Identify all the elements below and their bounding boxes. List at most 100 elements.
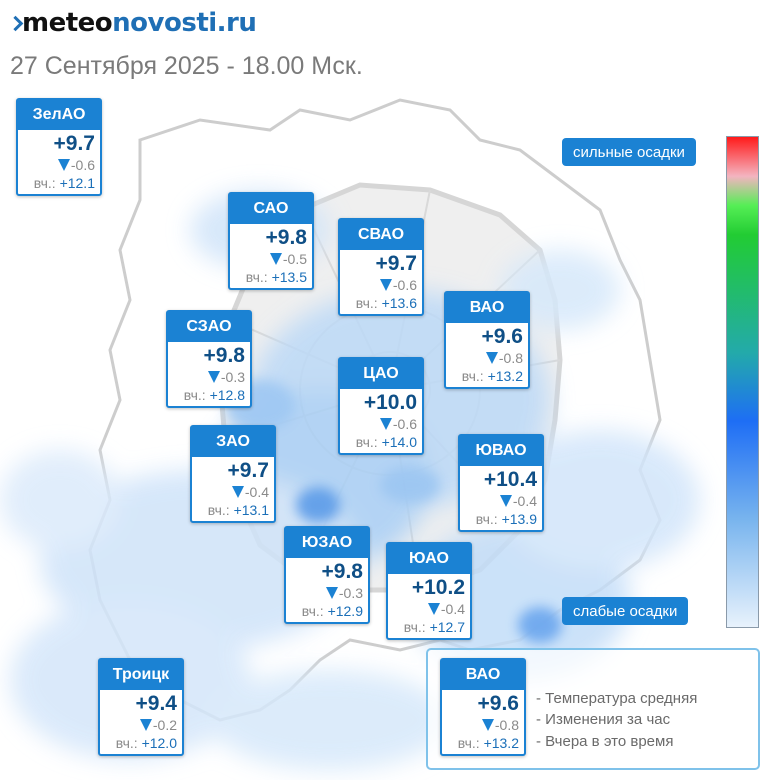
district-hourly-change: -0.4 xyxy=(460,492,542,510)
site-logo: meteonovosti.ru xyxy=(10,6,257,40)
district-name: ЗАО xyxy=(192,427,274,457)
district-temperature: +9.4 xyxy=(135,692,177,715)
district-name: СВАО xyxy=(340,220,422,250)
down-triangle-icon xyxy=(139,719,152,731)
delta-value: -0.6 xyxy=(70,157,95,173)
delta-value: -0.4 xyxy=(440,601,465,617)
down-triangle-icon xyxy=(325,587,338,599)
district-temperature: +9.7 xyxy=(227,459,269,482)
yesterday-value: +12.9 xyxy=(327,603,363,619)
legend-sample-card: ВАО +9.6 -0.8 вч.: +13.2 xyxy=(440,658,526,756)
delta-value: -0.6 xyxy=(392,416,417,432)
district-temperature: +9.8 xyxy=(203,344,245,367)
down-triangle-icon xyxy=(269,253,282,265)
yesterday-prefix: вч.: xyxy=(33,175,56,191)
yesterday-prefix: вч.: xyxy=(245,269,268,285)
delta-value: -0.3 xyxy=(220,369,245,385)
district-yesterday: вч.: +12.7 xyxy=(388,618,470,636)
district-hourly-change: -0.4 xyxy=(388,600,470,618)
district-card-tsao: ЦАО +10.0 -0.6 вч.: +14.0 xyxy=(338,357,424,455)
down-triangle-icon xyxy=(57,159,70,171)
scale-label-heavy: сильные осадки xyxy=(562,138,696,166)
district-hourly-change: -0.4 xyxy=(192,483,274,501)
delta-value: -0.6 xyxy=(392,277,417,293)
logo-text-meteo: meteo xyxy=(22,8,113,38)
district-card-troitsk: Троицк +9.4 -0.2 вч.: +12.0 xyxy=(98,658,184,756)
delta-value: -0.2 xyxy=(152,717,177,733)
district-hourly-change: -0.2 xyxy=(100,716,182,734)
down-triangle-icon xyxy=(427,603,440,615)
legend-item-avg-temp: - Температура средняя xyxy=(536,690,698,707)
yesterday-prefix: вч.: xyxy=(403,619,426,635)
district-hourly-change: -0.6 xyxy=(340,415,422,433)
delta-value: -0.4 xyxy=(244,484,269,500)
district-name: Троицк xyxy=(100,660,182,690)
down-triangle-icon xyxy=(207,371,220,383)
legend-item-hourly-change: - Изменения за час xyxy=(536,711,671,728)
yesterday-prefix: вч.: xyxy=(457,735,480,751)
district-card-yuzao: ЮЗАО +9.8 -0.3 вч.: +12.9 xyxy=(284,526,370,624)
yesterday-prefix: вч.: xyxy=(115,735,138,751)
district-hourly-change: -0.8 xyxy=(446,349,528,367)
district-name: ЗелАО xyxy=(18,100,100,130)
district-card-zelao: ЗелАО +9.7 -0.6 вч.: +12.1 xyxy=(16,98,102,196)
district-name: ЦАО xyxy=(340,359,422,389)
district-card-vao: ВАО +9.6 -0.8 вч.: +13.2 xyxy=(444,291,530,389)
district-temperature: +9.6 xyxy=(481,325,523,348)
yesterday-value: +12.0 xyxy=(141,735,177,751)
down-triangle-icon xyxy=(485,352,498,364)
district-card-zao: ЗАО +9.7 -0.4 вч.: +13.1 xyxy=(190,425,276,523)
delta-value: -0.8 xyxy=(494,717,519,733)
yesterday-prefix: вч.: xyxy=(355,295,378,311)
yesterday-value: +12.8 xyxy=(209,387,245,403)
down-triangle-icon xyxy=(379,418,392,430)
delta-value: -0.5 xyxy=(282,251,307,267)
district-yesterday: вч.: +13.5 xyxy=(230,268,312,286)
yesterday-prefix: вч.: xyxy=(301,603,324,619)
district-yesterday: вч.: +12.1 xyxy=(18,174,100,192)
district-name: СЗАО xyxy=(168,312,250,342)
district-name: ЮАО xyxy=(388,544,470,574)
logo-text-novosti: novosti.ru xyxy=(112,8,257,38)
district-yesterday: вч.: +14.0 xyxy=(340,433,422,451)
delta-value: -0.8 xyxy=(498,350,523,366)
down-triangle-icon xyxy=(231,486,244,498)
district-temperature: +9.7 xyxy=(375,252,417,275)
yesterday-value: +13.2 xyxy=(483,735,519,751)
district-hourly-change: -0.6 xyxy=(18,156,100,174)
yesterday-value: +12.7 xyxy=(429,619,465,635)
scale-label-light: слабые осадки xyxy=(562,597,689,625)
legend-item-yesterday: - Вчера в это время xyxy=(536,733,674,750)
district-temperature: +9.7 xyxy=(53,132,95,155)
district-temperature: +10.4 xyxy=(483,468,537,491)
district-yesterday: вч.: +13.1 xyxy=(192,501,274,519)
yesterday-prefix: вч.: xyxy=(461,368,484,384)
yesterday-value: +13.1 xyxy=(233,502,269,518)
down-triangle-icon xyxy=(499,495,512,507)
delta-value: -0.3 xyxy=(338,585,363,601)
chevron-mark-icon xyxy=(10,14,20,32)
yesterday-prefix: вч.: xyxy=(207,502,230,518)
district-card-sao: САО +9.8 -0.5 вч.: +13.5 xyxy=(228,192,314,290)
date-time-subtitle: 27 Сентября 2025 - 18.00 Мск. xyxy=(10,52,363,80)
district-card-yuvao: ЮВАО +10.4 -0.4 вч.: +13.9 xyxy=(458,434,544,532)
district-hourly-change: -0.8 xyxy=(442,716,524,734)
down-triangle-icon xyxy=(481,719,494,731)
district-yesterday: вч.: +13.2 xyxy=(442,734,524,752)
yesterday-value: +13.9 xyxy=(501,511,537,527)
district-hourly-change: -0.6 xyxy=(340,276,422,294)
district-yesterday: вч.: +13.6 xyxy=(340,294,422,312)
district-hourly-change: -0.5 xyxy=(230,250,312,268)
district-yesterday: вч.: +12.9 xyxy=(286,602,368,620)
district-name: ВАО xyxy=(442,660,524,690)
yesterday-value: +13.6 xyxy=(381,295,417,311)
district-card-yuao: ЮАО +10.2 -0.4 вч.: +12.7 xyxy=(386,542,472,640)
yesterday-prefix: вч.: xyxy=(355,434,378,450)
delta-value: -0.4 xyxy=(512,493,537,509)
yesterday-value: +14.0 xyxy=(381,434,417,450)
district-name: САО xyxy=(230,194,312,224)
district-name: ЮВАО xyxy=(460,436,542,466)
district-temperature: +10.2 xyxy=(411,576,465,599)
yesterday-value: +13.2 xyxy=(487,368,523,384)
yesterday-value: +13.5 xyxy=(271,269,307,285)
